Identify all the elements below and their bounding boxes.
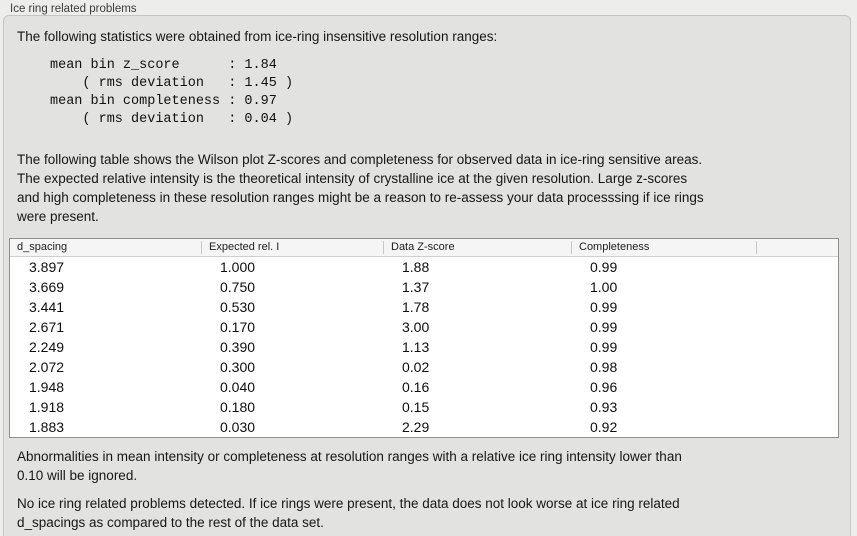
- table-cell: 3.441: [29, 299, 65, 315]
- stats-block: mean bin z_score : 1.84 ( rms deviation …: [50, 58, 294, 127]
- section-title: Ice ring related problems: [10, 3, 137, 15]
- table-cell: 0.15: [402, 399, 430, 415]
- table-cell: 0.300: [220, 359, 256, 375]
- header-cell-data-z-score[interactable]: Data Z-score: [383, 241, 571, 254]
- table-row[interactable]: 2.671 0.170 3.00 0.99: [10, 317, 838, 337]
- table-cell: 1.78: [402, 299, 430, 315]
- table-row[interactable]: 2.072 0.300 0.02 0.98: [10, 357, 838, 377]
- table-body: 3.897 1.000 1.88 0.99 3.669 0.750 1.37 1.00 3.44…: [10, 257, 838, 437]
- table-cell: 1.918: [29, 399, 65, 415]
- table-cell: 3.897: [29, 259, 65, 275]
- table-cell: 1.37: [402, 279, 430, 295]
- table-cell: 1.00: [590, 279, 618, 295]
- table-cell: 0.530: [220, 299, 256, 315]
- table-cell: 1.13: [402, 339, 430, 355]
- table-cell: 0.93: [590, 399, 618, 415]
- ignore-note: Abnormalities in mean intensity or compl…: [17, 449, 682, 483]
- table-cell: 0.92: [590, 419, 618, 435]
- table-cell: 2.671: [29, 319, 65, 335]
- header-cell-empty: [756, 241, 838, 254]
- table-row[interactable]: 2.249 0.390 1.13 0.99: [10, 337, 838, 357]
- ice-ring-table: d_spacing Expected rel. I Data Z-score C…: [9, 238, 839, 438]
- header-cell-completeness[interactable]: Completeness: [571, 241, 756, 254]
- conclusion-text: No ice ring related problems detected. I…: [17, 496, 680, 530]
- table-cell: 0.040: [220, 379, 256, 395]
- table-row[interactable]: 3.669 0.750 1.37 1.00: [10, 277, 838, 297]
- ice-ring-panel: The following statistics were obtained f…: [3, 15, 851, 536]
- table-cell: 0.99: [590, 339, 618, 355]
- table-cell: 0.16: [402, 379, 430, 395]
- table-cell: 0.99: [590, 299, 618, 315]
- table-cell: 0.750: [220, 279, 256, 295]
- header-cell-d-spacing[interactable]: d_spacing: [17, 241, 68, 253]
- table-cell: 1.948: [29, 379, 65, 395]
- table-cell: 1.000: [220, 259, 256, 275]
- table-cell: 2.29: [402, 419, 430, 435]
- table-cell: 0.390: [220, 339, 256, 355]
- table-row[interactable]: 1.883 0.030 2.29 0.92: [10, 417, 838, 437]
- table-cell: 0.99: [590, 259, 618, 275]
- table-cell: 2.249: [29, 339, 65, 355]
- header-cell-expected-rel-i[interactable]: Expected rel. I: [201, 241, 383, 254]
- table-cell: 0.02: [402, 359, 430, 375]
- table-cell: 0.030: [220, 419, 256, 435]
- table-cell: 1.883: [29, 419, 65, 435]
- table-cell: 1.88: [402, 259, 430, 275]
- table-cell: 3.00: [402, 319, 430, 335]
- table-row[interactable]: 1.948 0.040 0.16 0.96: [10, 377, 838, 397]
- table-cell: 0.180: [220, 399, 256, 415]
- table-row[interactable]: 3.897 1.000 1.88 0.99: [10, 257, 838, 277]
- table-row[interactable]: 1.918 0.180 0.15 0.93: [10, 397, 838, 417]
- table-cell: 0.99: [590, 319, 618, 335]
- table-cell: 2.072: [29, 359, 65, 375]
- table-row[interactable]: 3.441 0.530 1.78 0.99: [10, 297, 838, 317]
- table-header: d_spacing Expected rel. I Data Z-score C…: [10, 239, 838, 257]
- table-cell: 3.669: [29, 279, 65, 295]
- table-cell: 0.96: [590, 379, 618, 395]
- table-cell: 0.170: [220, 319, 256, 335]
- table-cell: 0.98: [590, 359, 618, 375]
- table-description: The following table shows the Wilson plo…: [17, 152, 704, 224]
- intro-text: The following statistics were obtained f…: [17, 29, 498, 44]
